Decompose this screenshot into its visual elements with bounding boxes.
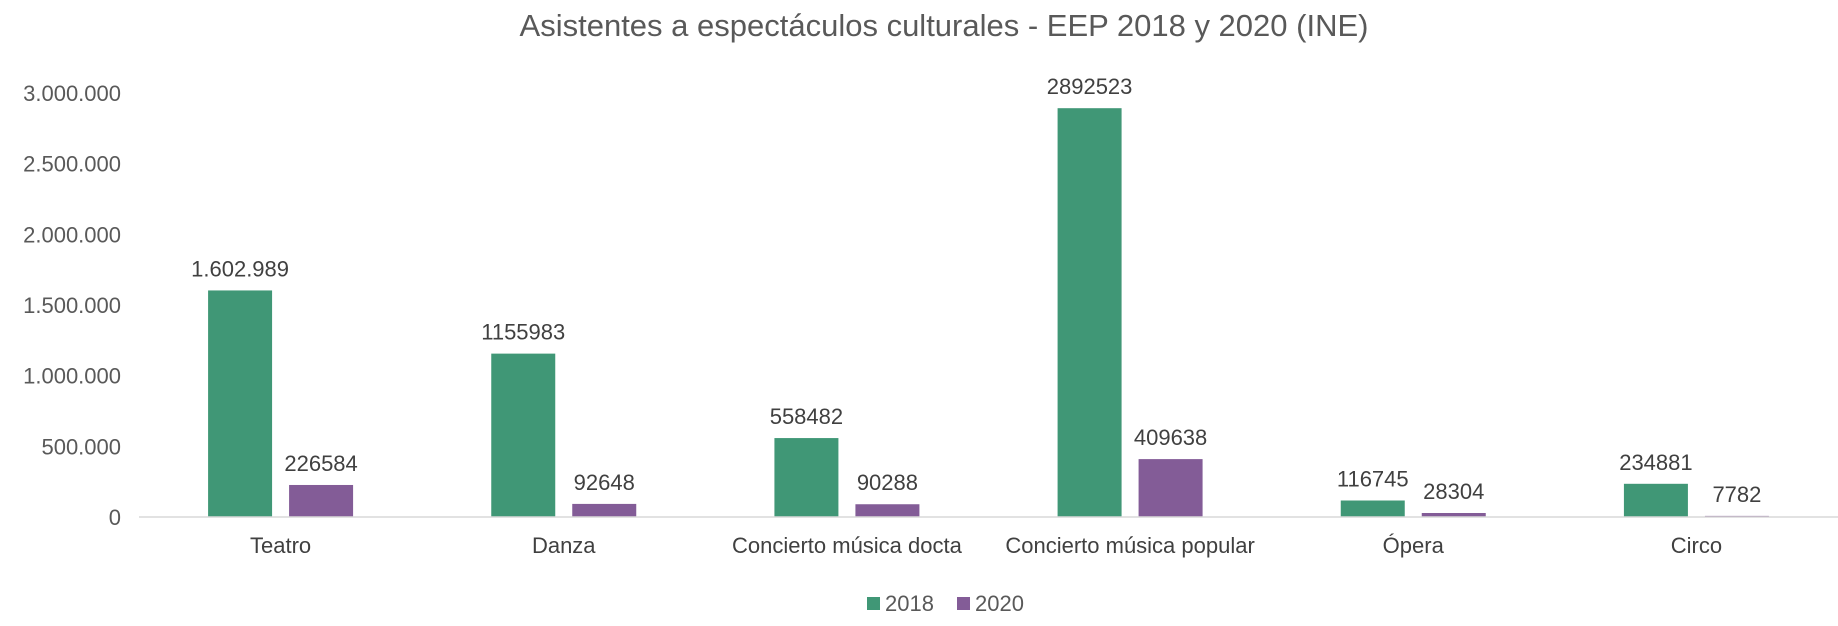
bar-2018-4 — [1340, 500, 1405, 517]
legend-swatch — [957, 597, 970, 610]
data-label: 90288 — [857, 470, 918, 495]
y-axis: 0 500.000 1.000.000 1.500.000 2.000.000 2.500… — [23, 81, 121, 530]
legend: 2018 2020 — [867, 591, 1024, 616]
y-tick-label: 1.000.000 — [23, 364, 121, 389]
x-tick-label: Ópera — [1383, 533, 1445, 558]
data-label: 409638 — [1134, 425, 1207, 450]
data-label: 92648 — [574, 470, 635, 495]
y-tick-label: 0 — [109, 505, 121, 530]
bar-2018-3 — [1057, 108, 1122, 517]
bar-2020-4 — [1421, 512, 1486, 517]
data-label: 234881 — [1619, 450, 1692, 475]
data-label: 1155983 — [481, 320, 565, 345]
y-tick-label: 2.500.000 — [23, 152, 121, 177]
data-label: 226584 — [284, 451, 357, 476]
x-tick-label: Teatro — [250, 533, 311, 558]
legend-label: 2018 — [885, 591, 934, 616]
bar-2020-2 — [855, 504, 920, 517]
bar-2020-0 — [289, 484, 354, 517]
y-tick-label: 2.000.000 — [23, 222, 121, 247]
x-tick-label: Circo — [1671, 533, 1722, 558]
x-tick-label: Concierto música popular — [1005, 533, 1254, 558]
chart-title: Asistentes a espectáculos culturales - E… — [520, 8, 1369, 43]
bars: 1.602.989 226584 1155983 92648 558482 90288 28… — [191, 74, 1769, 517]
bar-2018-2 — [774, 438, 839, 517]
y-tick-label: 500.000 — [41, 434, 121, 459]
x-axis: Teatro Danza Concierto música docta Concier… — [250, 533, 1722, 558]
bar-2020-3 — [1138, 459, 1203, 517]
legend-label: 2020 — [975, 591, 1024, 616]
legend-swatch — [867, 597, 880, 610]
data-label: 7782 — [1712, 482, 1761, 507]
data-label: 116745 — [1337, 467, 1409, 492]
data-label: 558482 — [770, 404, 843, 429]
bar-2020-1 — [572, 503, 637, 517]
x-tick-label: Concierto música docta — [732, 533, 963, 558]
y-tick-label: 3.000.000 — [23, 81, 121, 106]
x-tick-label: Danza — [532, 533, 596, 558]
bar-2018-1 — [491, 353, 556, 517]
data-label: 1.602.989 — [191, 256, 289, 281]
bar-2018-5 — [1623, 483, 1688, 517]
y-tick-label: 1.500.000 — [23, 293, 121, 318]
data-label: 28304 — [1423, 479, 1484, 504]
data-label: 2892523 — [1047, 74, 1133, 99]
bar-2018-0 — [208, 290, 273, 517]
